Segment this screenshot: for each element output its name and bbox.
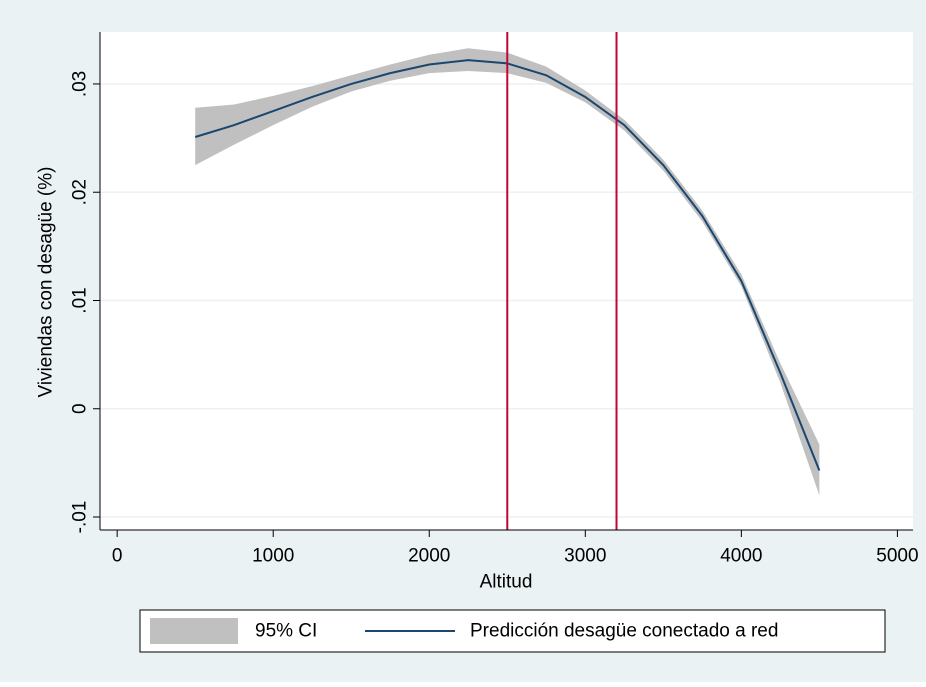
legend-box (139, 609, 886, 653)
y-tick-label: -.01 (70, 501, 91, 534)
x-tick-label: 0 (112, 546, 123, 567)
y-tick-label: .01 (70, 287, 91, 313)
legend-swatch (150, 618, 238, 644)
x-tick-label: 1000 (252, 546, 294, 567)
ci-band (195, 48, 820, 496)
legend-label: 95% CI (255, 621, 317, 642)
x-tick-label: 5000 (876, 546, 918, 567)
x-tick-label: 2000 (408, 546, 450, 567)
y-axis-label: Viviendas con desagüe (%) (36, 167, 57, 398)
y-tick-label: .02 (70, 179, 91, 205)
legend-label: Predicción desagüe conectado a red (470, 621, 778, 642)
x-tick-label: 4000 (720, 546, 762, 567)
y-tick-label: 0 (70, 403, 91, 414)
x-axis-label: Altitud (480, 572, 533, 593)
y-tick-label: .03 (70, 71, 91, 97)
x-tick-label: 3000 (564, 546, 606, 567)
